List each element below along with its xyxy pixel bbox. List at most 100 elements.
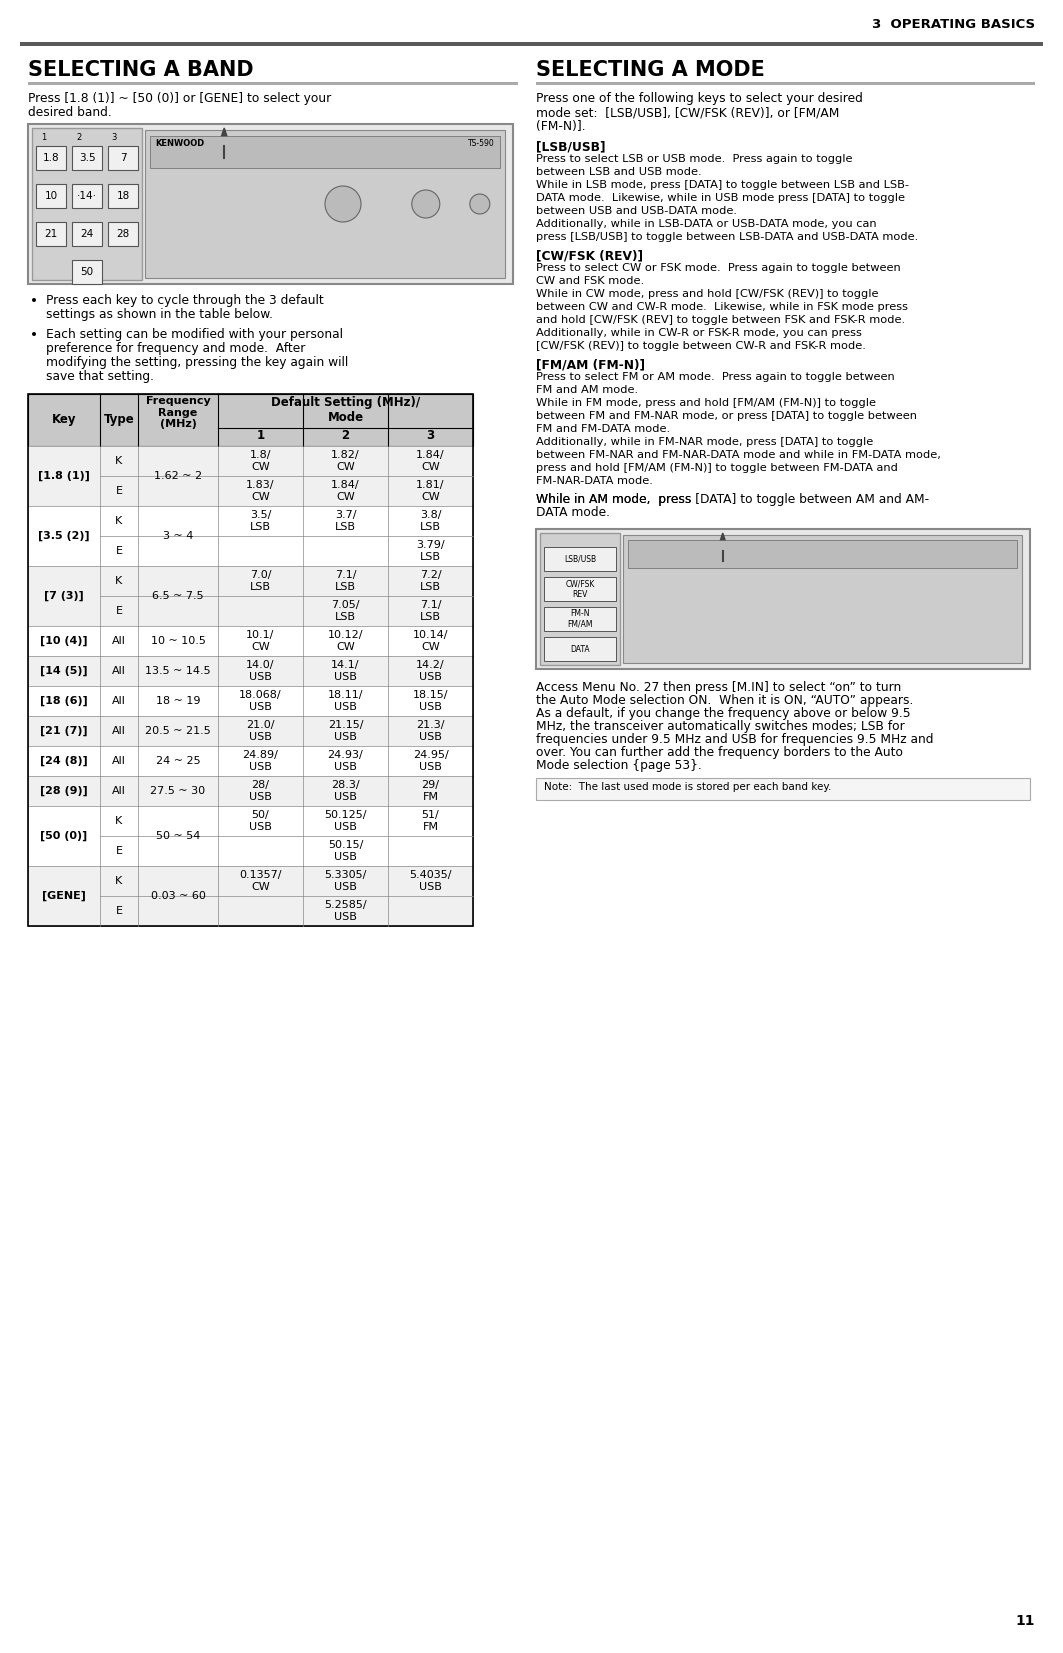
- Text: K: K: [116, 575, 122, 587]
- Text: All: All: [112, 666, 125, 676]
- Bar: [28, 626, 473, 656]
- Bar: [28, 656, 473, 686]
- Bar: [536, 83, 1035, 84]
- Bar: [544, 636, 615, 661]
- Bar: [28, 565, 473, 626]
- Text: [CW/FSK (REV)]: [CW/FSK (REV)]: [536, 250, 643, 261]
- Text: Additionally, while in LSB-DATA or USB-DATA mode, you can: Additionally, while in LSB-DATA or USB-D…: [536, 218, 877, 230]
- Text: FM and AM mode.: FM and AM mode.: [536, 385, 638, 395]
- Text: over. You can further add the frequency borders to the Auto: over. You can further add the frequency …: [536, 746, 902, 759]
- Text: DATA: DATA: [570, 645, 590, 653]
- Bar: [145, 131, 505, 278]
- Bar: [28, 686, 473, 716]
- Text: [24 (8)]: [24 (8)]: [40, 755, 88, 765]
- Text: Press each key to cycle through the 3 default: Press each key to cycle through the 3 de…: [46, 294, 324, 307]
- Text: between FM-NAR and FM-NAR-DATA mode and while in FM-DATA mode,: between FM-NAR and FM-NAR-DATA mode and …: [536, 450, 941, 460]
- Text: 14.2/
USB: 14.2/ USB: [417, 660, 444, 681]
- Text: 50 ~ 54: 50 ~ 54: [156, 831, 200, 841]
- Bar: [108, 145, 138, 170]
- Text: 24.93/
USB: 24.93/ USB: [327, 750, 364, 772]
- Text: All: All: [112, 785, 125, 797]
- Text: 7.2/
LSB: 7.2/ LSB: [420, 570, 441, 592]
- Bar: [72, 260, 102, 284]
- Text: 18.15/
USB: 18.15/ USB: [412, 691, 449, 712]
- Text: 20.5 ~ 21.5: 20.5 ~ 21.5: [146, 726, 210, 736]
- Text: E: E: [116, 545, 122, 555]
- Text: preference for frequency and mode.  After: preference for frequency and mode. After: [46, 342, 305, 355]
- Bar: [28, 124, 513, 284]
- Text: Additionally, while in FM-NAR mode, press [DATA] to toggle: Additionally, while in FM-NAR mode, pres…: [536, 436, 873, 446]
- Text: 5.2585/
USB: 5.2585/ USB: [324, 901, 367, 922]
- Text: [21 (7)]: [21 (7)]: [40, 726, 88, 736]
- Text: save that setting.: save that setting.: [46, 370, 154, 383]
- Text: Press to select FM or AM mode.  Press again to toggle between: Press to select FM or AM mode. Press aga…: [536, 372, 895, 382]
- Bar: [28, 686, 473, 716]
- Bar: [28, 746, 473, 775]
- Text: 3  OPERATING BASICS: 3 OPERATING BASICS: [872, 18, 1035, 31]
- Text: 3.5/
LSB: 3.5/ LSB: [250, 511, 271, 532]
- Circle shape: [470, 193, 490, 213]
- Text: 50: 50: [81, 268, 94, 278]
- Text: mode set:  [LSB/USB], [CW/FSK (REV)], or [FM/AM: mode set: [LSB/USB], [CW/FSK (REV)], or …: [536, 106, 840, 119]
- Text: 21: 21: [45, 230, 57, 240]
- Circle shape: [325, 187, 361, 222]
- Bar: [544, 577, 615, 602]
- Text: between LSB and USB mode.: between LSB and USB mode.: [536, 167, 702, 177]
- Bar: [28, 716, 473, 746]
- Text: 1.81/
CW: 1.81/ CW: [417, 481, 444, 503]
- Text: E: E: [116, 846, 122, 856]
- Text: Key: Key: [52, 413, 77, 426]
- Bar: [108, 183, 138, 208]
- Bar: [536, 529, 1030, 669]
- Text: All: All: [112, 636, 125, 646]
- Text: frequencies under 9.5 MHz and USB for frequencies 9.5 MHz and: frequencies under 9.5 MHz and USB for fr…: [536, 732, 933, 746]
- Text: 3 ~ 4: 3 ~ 4: [163, 531, 193, 541]
- Bar: [28, 807, 473, 866]
- Text: 7.0/
LSB: 7.0/ LSB: [250, 570, 271, 592]
- Polygon shape: [218, 127, 231, 145]
- Text: Press one of the following keys to select your desired: Press one of the following keys to selec…: [536, 93, 863, 106]
- Text: 1.84/
CW: 1.84/ CW: [332, 481, 359, 503]
- Text: As a default, if you change the frequency above or below 9.5: As a default, if you change the frequenc…: [536, 707, 911, 721]
- Text: While in AM mode,  press: While in AM mode, press: [536, 493, 695, 506]
- Text: [3.5 (2)]: [3.5 (2)]: [38, 531, 89, 541]
- Bar: [72, 145, 102, 170]
- Text: 11: 11: [1015, 1613, 1035, 1628]
- Text: press [LSB/USB] to toggle between LSB-DATA and USB-DATA mode.: press [LSB/USB] to toggle between LSB-DA…: [536, 231, 918, 241]
- Text: [1.8 (1)]: [1.8 (1)]: [38, 471, 90, 481]
- Text: between FM and FM-NAR mode, or press [DATA] to toggle between: between FM and FM-NAR mode, or press [DA…: [536, 412, 917, 422]
- Bar: [28, 716, 473, 746]
- Text: ·14·: ·14·: [77, 192, 97, 202]
- Text: E: E: [116, 906, 122, 916]
- Text: Mode selection {page 53}.: Mode selection {page 53}.: [536, 759, 702, 772]
- Text: •: •: [30, 294, 38, 307]
- Text: [LSB/USB]: [LSB/USB]: [536, 141, 606, 154]
- Text: SELECTING A MODE: SELECTING A MODE: [536, 60, 765, 79]
- Text: 10.12/
CW: 10.12/ CW: [327, 630, 364, 651]
- Text: 7.05/
LSB: 7.05/ LSB: [332, 600, 359, 622]
- Text: SELECTING A BAND: SELECTING A BAND: [28, 60, 254, 79]
- Bar: [28, 393, 473, 926]
- Text: 18.11/
USB: 18.11/ USB: [327, 691, 364, 712]
- Bar: [540, 532, 620, 665]
- Text: FM and FM-DATA mode.: FM and FM-DATA mode.: [536, 425, 670, 435]
- Bar: [544, 607, 615, 631]
- Text: [50 (0)]: [50 (0)]: [40, 831, 87, 841]
- Bar: [536, 779, 1030, 800]
- Bar: [28, 83, 518, 84]
- Text: All: All: [112, 726, 125, 736]
- Text: 21.0/
USB: 21.0/ USB: [247, 721, 274, 742]
- Text: •: •: [30, 327, 38, 342]
- Text: While in LSB mode, press [DATA] to toggle between LSB and LSB-: While in LSB mode, press [DATA] to toggl…: [536, 180, 909, 190]
- Text: settings as shown in the table below.: settings as shown in the table below.: [46, 307, 273, 321]
- Text: TS-590: TS-590: [468, 139, 495, 149]
- Text: FM-N
FM/AM: FM-N FM/AM: [568, 610, 593, 628]
- Bar: [544, 547, 615, 570]
- Text: [GENE]: [GENE]: [43, 891, 86, 901]
- Text: 7.1/
LSB: 7.1/ LSB: [335, 570, 356, 592]
- Text: [28 (9)]: [28 (9)]: [40, 785, 88, 797]
- Text: 3.5: 3.5: [79, 154, 96, 164]
- Bar: [28, 775, 473, 807]
- Text: All: All: [112, 755, 125, 765]
- Text: K: K: [116, 516, 122, 526]
